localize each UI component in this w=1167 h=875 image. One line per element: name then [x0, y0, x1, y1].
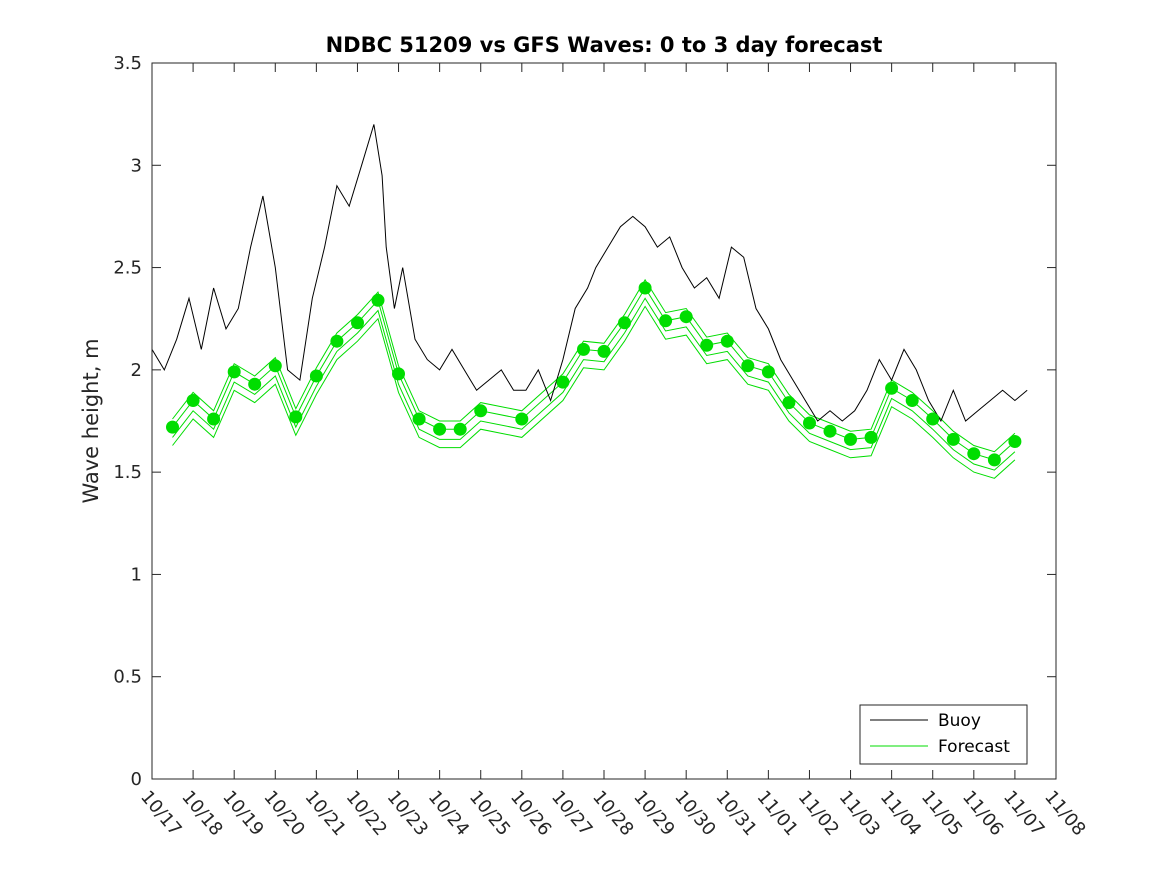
forecast-point [782, 396, 796, 410]
forecast-point [186, 394, 200, 407]
forecast-line [172, 305, 1016, 479]
forecast-line [172, 287, 1016, 461]
forecast-point [412, 412, 426, 426]
forecast-line [172, 297, 1016, 471]
forecast-point [741, 359, 755, 373]
forecast-point [556, 375, 570, 389]
forecast-point [577, 342, 590, 356]
legend: Buoy Forecast [859, 704, 1028, 765]
forecast-point [289, 410, 303, 424]
forecast-point [248, 377, 262, 391]
buoy-line [151, 124, 1028, 423]
forecast-point [946, 432, 960, 446]
chart-title: NDBC 51209 vs GFS Waves: 0 to 3 day fore… [326, 33, 883, 57]
forecast-point [351, 316, 364, 330]
forecast-point [207, 412, 221, 426]
y-tick-label: 1 [131, 564, 142, 585]
forecast-point [227, 365, 241, 379]
forecast-point [515, 412, 529, 426]
forecast-point [987, 453, 1001, 467]
forecast-point [844, 432, 857, 446]
forecast-point [679, 310, 693, 324]
legend-forecast-label: Forecast [938, 737, 1010, 757]
forecast-point [474, 404, 488, 418]
y-tick-label: 1.5 [113, 462, 142, 483]
y-tick-label: 2 [131, 360, 142, 381]
y-tick-label: 3.5 [113, 53, 142, 74]
forecast-point [823, 424, 837, 438]
forecast-line [172, 278, 1016, 453]
y-tick-label: 3 [131, 155, 142, 176]
forecast-point [433, 422, 447, 436]
legend-buoy-label: Buoy [938, 711, 981, 731]
forecast-point [268, 359, 282, 373]
forecast-point [926, 412, 940, 426]
forecast-point [720, 334, 734, 348]
y-tick-label: 0 [131, 769, 142, 790]
y-axis-label: Wave height, m [79, 338, 103, 503]
forecast-point [905, 394, 919, 407]
plot-area [152, 63, 1056, 779]
forecast-point [803, 416, 816, 430]
forecast-point [618, 316, 631, 330]
forecast-point [371, 293, 385, 307]
forecast-point [166, 420, 179, 434]
forecast-point [864, 430, 878, 444]
forecast-point [967, 447, 981, 461]
forecast-point [885, 381, 899, 395]
forecast-point [597, 344, 611, 358]
forecast-point [392, 367, 405, 381]
forecast-point [659, 314, 673, 328]
series-group [151, 124, 1028, 479]
legend-box [859, 704, 1028, 765]
forecast-point [453, 422, 467, 436]
forecast-point [761, 365, 775, 379]
forecast-point [309, 369, 323, 383]
y-tick-label: 0.5 [113, 667, 142, 688]
forecast-point [700, 338, 714, 352]
y-tick-label: 2.5 [113, 258, 142, 279]
forecast-point [330, 334, 344, 348]
forecast-point [1008, 435, 1022, 448]
forecast-point [638, 281, 652, 295]
